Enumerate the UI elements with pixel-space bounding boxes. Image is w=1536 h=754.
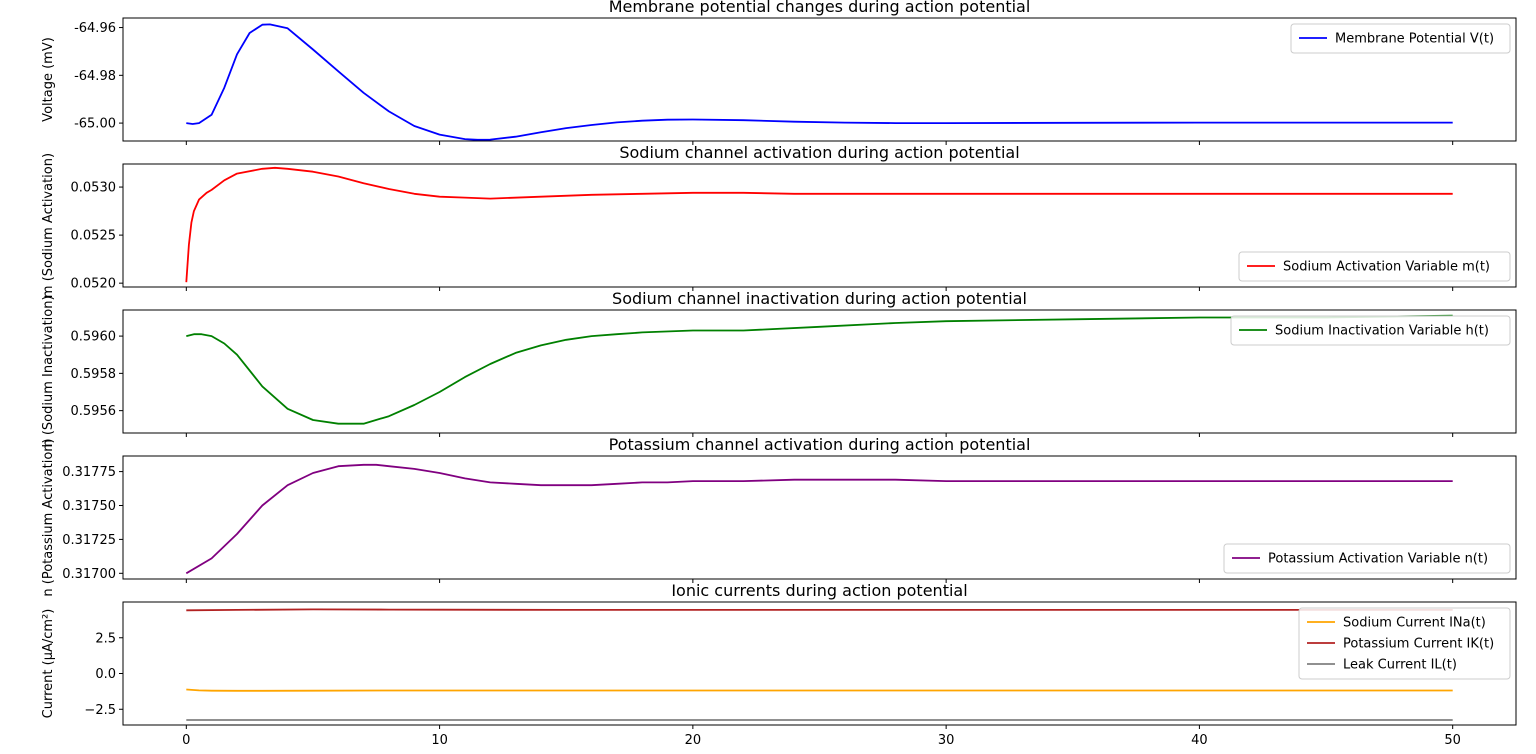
legend-box bbox=[1230, 315, 1511, 346]
y-tick-label: 0.31725 bbox=[62, 533, 116, 548]
subplot-1: Membrane potential changes during action… bbox=[41, 0, 1517, 145]
y-tick-label: -64.98 bbox=[74, 69, 116, 84]
legend-label: Sodium Inactivation Variable h(t) bbox=[1275, 324, 1489, 339]
series-line-2 bbox=[186, 608, 1453, 612]
axes-frame bbox=[122, 455, 1517, 580]
subplot-2: Sodium channel activation during action … bbox=[41, 143, 1517, 298]
legend-label: Membrane Potential V(t) bbox=[1335, 32, 1494, 47]
y-tick-label: 0.5956 bbox=[71, 404, 117, 419]
plot-title: Sodium channel inactivation during actio… bbox=[612, 289, 1027, 308]
y-tick-label: 0.5960 bbox=[71, 330, 117, 345]
y-tick-label: -64.96 bbox=[74, 21, 116, 36]
axes-frame bbox=[122, 601, 1517, 726]
series-line-1 bbox=[186, 314, 1453, 425]
plot-title: Membrane potential changes during action… bbox=[609, 0, 1031, 16]
y-axis-title: h (Sodium Inactivation) bbox=[41, 295, 56, 447]
legend: Potassium Activation Variable n(t) bbox=[1223, 543, 1511, 574]
y-tick-label: 0.0 bbox=[95, 667, 116, 682]
axes-frame bbox=[122, 309, 1517, 434]
legend-box bbox=[1290, 23, 1511, 54]
legend: Sodium Current INa(t) Potassium Current I… bbox=[1298, 607, 1511, 680]
y-tick-label: 0.0520 bbox=[71, 277, 117, 292]
plot-title: Potassium channel activation during acti… bbox=[609, 435, 1031, 454]
y-tick-label: 2.5 bbox=[95, 631, 116, 646]
series-line-1 bbox=[185, 166, 1453, 283]
legend: Sodium Activation Variable m(t) bbox=[1238, 251, 1511, 282]
legend-label: Potassium Current IK(t) bbox=[1343, 637, 1494, 652]
y-axis-title: Voltage (mV) bbox=[41, 37, 56, 122]
y-tick-label: 0.31750 bbox=[62, 499, 116, 514]
series-line-1 bbox=[185, 463, 1453, 575]
y-axis-title: m (Sodium Activation) bbox=[41, 153, 56, 298]
axes-frame bbox=[122, 17, 1517, 142]
legend-label: Sodium Activation Variable m(t) bbox=[1283, 260, 1490, 275]
legend-label: Potassium Activation Variable n(t) bbox=[1268, 552, 1488, 567]
y-axis-title: n (Potassium Activation) bbox=[41, 438, 56, 596]
y-tick-label: 0.31775 bbox=[62, 465, 116, 480]
legend-label: Sodium Current INa(t) bbox=[1343, 616, 1486, 631]
plot-title: Ionic currents during action potential bbox=[671, 581, 967, 600]
x-tick-label: 50 bbox=[1444, 733, 1461, 748]
series-line-1 bbox=[186, 688, 1453, 692]
legend-box bbox=[1223, 543, 1511, 574]
legend: Membrane Potential V(t) bbox=[1290, 23, 1511, 54]
legend-box bbox=[1238, 251, 1511, 282]
x-tick-label: 10 bbox=[431, 733, 448, 748]
axes-frame bbox=[122, 163, 1517, 288]
subplot-4: Potassium channel activation during acti… bbox=[41, 435, 1517, 597]
y-axis-title: Current (μA/cm²) bbox=[41, 609, 56, 719]
legend-label: Leak Current IL(t) bbox=[1343, 658, 1457, 673]
plot-title: Sodium channel activation during action … bbox=[619, 143, 1019, 162]
subplot-3: Sodium channel inactivation during actio… bbox=[41, 289, 1517, 448]
y-tick-label: 0.31700 bbox=[62, 567, 116, 582]
x-tick-label: 30 bbox=[938, 733, 955, 748]
legend-box bbox=[1298, 607, 1511, 680]
y-tick-label: -65.00 bbox=[74, 117, 116, 132]
y-tick-label: 0.0530 bbox=[71, 181, 117, 196]
y-tick-label: 0.0525 bbox=[71, 229, 117, 244]
x-tick-label: 20 bbox=[685, 733, 702, 748]
y-tick-label: −2.5 bbox=[84, 703, 116, 718]
y-tick-label: 0.5958 bbox=[71, 367, 117, 382]
x-tick-label: 40 bbox=[1191, 733, 1208, 748]
legend: Sodium Inactivation Variable h(t) bbox=[1230, 315, 1511, 346]
subplot-5: Ionic currents during action potential 2.… bbox=[41, 581, 1517, 748]
x-tick-label: 0 bbox=[182, 733, 190, 748]
series-line-1 bbox=[186, 23, 1453, 141]
